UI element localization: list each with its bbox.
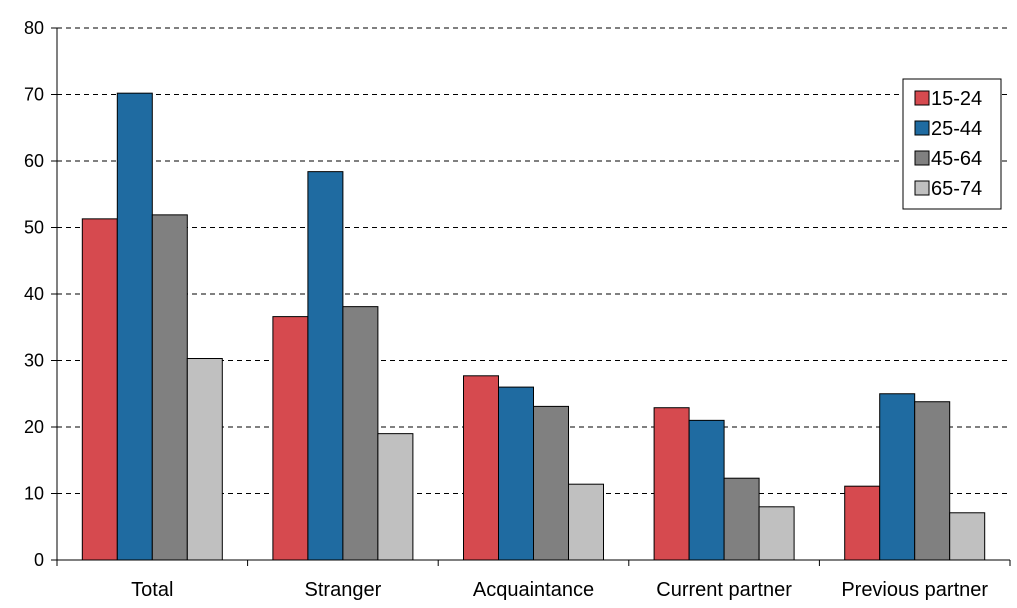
y-tick-label: 60: [24, 151, 44, 171]
bar-45-64-acquaintance: [533, 405, 569, 561]
y-tick-label: 40: [24, 284, 44, 304]
legend-label: 15-24: [931, 88, 982, 110]
legend-label: 45-64: [931, 148, 982, 170]
bar-25-44-acquaintance: [498, 386, 534, 561]
bar-25-44-previous-partner: [879, 393, 916, 561]
y-tick-label: 80: [24, 18, 44, 38]
legend-label: 25-44: [931, 118, 982, 140]
x-tick-label: Acquaintance: [473, 579, 594, 601]
legend-label: 65-74: [931, 178, 982, 200]
bar-65-74-current-partner: [758, 506, 795, 561]
x-tick-label: Current partner: [656, 579, 792, 601]
x-axis-ticks: Total Stranger Acquaintance Current partner…: [56, 560, 1011, 601]
bar-45-64-current-partner: [723, 477, 760, 561]
legend-swatch: [914, 120, 930, 136]
bar-15-24-previous-partner: [844, 485, 881, 561]
bar-15-24-acquaintance: [463, 375, 499, 561]
legend-swatch: [914, 90, 930, 106]
x-tick-label: Stranger: [305, 579, 382, 601]
y-tick-label: 70: [24, 85, 44, 105]
bar-65-74-acquaintance: [568, 483, 604, 561]
y-axis-ticks: 0 10 20 30 40 50 60 70 80: [24, 18, 57, 570]
y-tick-label: 0: [34, 550, 44, 570]
y-tick-label: 50: [24, 218, 44, 238]
legend: 15-24 25-44 45-64 65-74: [902, 78, 1002, 210]
bar-15-24-stranger: [272, 316, 309, 561]
bar-15-24-current-partner: [653, 407, 690, 561]
bar-15-24-total: [81, 218, 118, 561]
y-tick-label: 30: [24, 351, 44, 371]
bar-45-64-total: [151, 214, 188, 561]
bar-65-74-total: [186, 358, 223, 561]
bar-25-44-total: [116, 92, 153, 561]
legend-swatch: [914, 180, 930, 196]
bar-45-64-previous-partner: [914, 401, 951, 561]
y-tick-label: 10: [24, 484, 44, 504]
x-tick-label: Total: [131, 579, 173, 601]
y-tick-label: 20: [24, 417, 44, 437]
bar-65-74-previous-partner: [949, 512, 986, 561]
bar-65-74-stranger: [377, 433, 414, 561]
legend-swatch: [914, 150, 930, 166]
bar-25-44-stranger: [307, 171, 344, 561]
bar-45-64-stranger: [342, 306, 379, 561]
bar-25-44-current-partner: [688, 419, 725, 561]
bars: [81, 92, 986, 561]
x-tick-label: Previous partner: [841, 579, 988, 601]
